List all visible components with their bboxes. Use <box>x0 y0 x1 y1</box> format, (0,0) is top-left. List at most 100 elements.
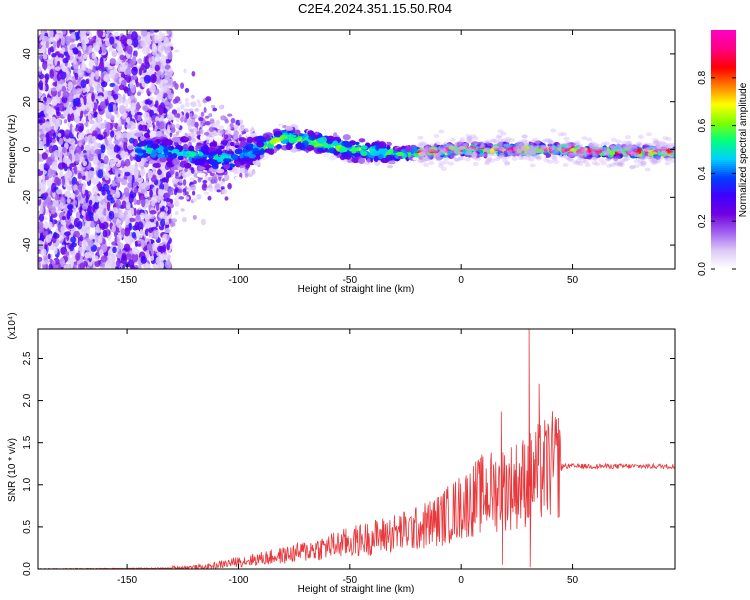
noise-cell <box>184 191 189 196</box>
noise-cell <box>109 69 116 76</box>
noise-cell <box>110 114 115 121</box>
noise-cell <box>158 91 163 101</box>
noise-cell <box>43 221 49 230</box>
noise-cell <box>149 254 155 261</box>
noise-cell <box>176 113 181 119</box>
noise-cell <box>189 112 193 120</box>
noise-cell <box>62 57 69 64</box>
noise-cell <box>47 58 54 65</box>
noise-cell <box>227 113 233 117</box>
noise-cell <box>88 251 93 259</box>
noise-cell <box>149 84 156 93</box>
noise-cell <box>123 210 129 216</box>
noise-cell <box>97 169 104 179</box>
noise-cell <box>175 171 179 177</box>
noise-cell <box>193 180 197 185</box>
noise-cell <box>155 202 160 212</box>
noise-cell <box>138 57 143 65</box>
noise-cell <box>83 53 88 60</box>
noise-cell <box>183 108 189 113</box>
noise-cell <box>73 165 78 175</box>
noise-cell <box>130 74 138 80</box>
noise-cell <box>221 189 228 195</box>
noise-cell <box>48 263 53 269</box>
noise-cell <box>130 85 136 94</box>
noise-cell <box>102 229 108 238</box>
noise-cell <box>122 93 126 103</box>
noise-cell <box>88 59 94 68</box>
noise-cell <box>101 189 106 196</box>
noise-cell <box>140 62 145 71</box>
noise-cell <box>109 36 115 45</box>
noise-cell <box>149 30 155 34</box>
noise-cell <box>244 172 249 178</box>
noise-cell <box>94 191 98 202</box>
noise-cell <box>54 33 60 40</box>
noise-cell <box>131 66 138 76</box>
noise-cell <box>204 191 209 195</box>
noise-cell <box>109 58 117 65</box>
noise-cell <box>106 194 113 201</box>
noise-cell <box>146 243 153 252</box>
noise-cell <box>51 182 57 193</box>
noise-cell <box>212 175 216 181</box>
noise-cell <box>131 56 137 65</box>
noise-cell <box>100 216 105 223</box>
noise-cell <box>90 145 95 155</box>
noise-cell <box>140 124 148 132</box>
noise-cell <box>163 79 169 84</box>
noise-cell <box>43 259 50 265</box>
noise-cell <box>132 246 139 255</box>
noise-cell <box>56 188 63 195</box>
noise-cell <box>122 194 126 200</box>
noise-cell <box>121 180 128 186</box>
noise-cell <box>147 53 153 58</box>
noise-cell <box>196 135 201 139</box>
noise-cell <box>205 96 212 102</box>
noise-cell <box>183 68 187 74</box>
noise-cell <box>131 122 137 130</box>
noise-cell <box>164 260 172 269</box>
noise-cell <box>88 211 94 218</box>
noise-cell <box>163 85 167 93</box>
noise-cell <box>105 167 110 172</box>
noise-cell <box>219 129 225 135</box>
noise-cell <box>127 145 134 150</box>
noise-cell <box>88 113 92 121</box>
noise-cell <box>123 187 130 195</box>
noise-cell <box>65 170 73 178</box>
noise-cell <box>84 121 89 127</box>
noise-cell <box>161 73 165 78</box>
noise-cell <box>82 231 86 238</box>
noise-cell <box>53 232 57 237</box>
noise-cell <box>74 73 79 81</box>
noise-cell <box>196 194 202 200</box>
noise-cell <box>75 252 80 261</box>
noise-cell <box>233 134 238 140</box>
noise-cell <box>197 102 202 108</box>
noise-cell <box>133 207 137 216</box>
noise-cell <box>96 134 104 140</box>
noise-cell <box>81 204 89 210</box>
noise-cell <box>80 110 84 119</box>
noise-cell <box>118 84 125 91</box>
noise-cell <box>52 132 56 140</box>
noise-cell <box>188 108 194 112</box>
noise-cell <box>87 101 95 110</box>
noise-cell <box>43 62 47 71</box>
noise-cell <box>164 197 172 202</box>
noise-cell <box>165 174 169 184</box>
noise-cell <box>149 189 153 198</box>
noise-cell <box>115 60 119 67</box>
noise-cell <box>135 199 141 205</box>
noise-cell <box>38 139 42 149</box>
noise-cell <box>49 258 53 263</box>
noise-cell <box>62 147 67 154</box>
noise-cell <box>192 215 197 220</box>
noise-cell <box>114 169 119 179</box>
noise-cell <box>38 227 42 233</box>
noise-cell <box>154 33 159 44</box>
noise-cell <box>91 255 99 262</box>
noise-cell <box>109 82 116 88</box>
noise-cell <box>99 249 104 257</box>
